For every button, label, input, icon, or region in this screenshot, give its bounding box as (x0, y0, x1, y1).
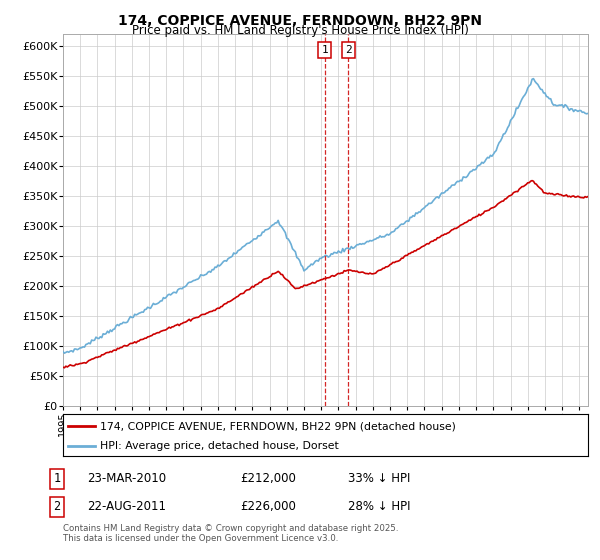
Text: 174, COPPICE AVENUE, FERNDOWN, BH22 9PN: 174, COPPICE AVENUE, FERNDOWN, BH22 9PN (118, 14, 482, 28)
Text: 23-MAR-2010: 23-MAR-2010 (87, 472, 166, 486)
Text: £226,000: £226,000 (240, 500, 296, 514)
Text: 1: 1 (322, 45, 328, 55)
Text: 2: 2 (345, 45, 352, 55)
Text: 22-AUG-2011: 22-AUG-2011 (87, 500, 166, 514)
Text: Contains HM Land Registry data © Crown copyright and database right 2025.: Contains HM Land Registry data © Crown c… (63, 524, 398, 533)
Text: This data is licensed under the Open Government Licence v3.0.: This data is licensed under the Open Gov… (63, 534, 338, 543)
Text: 2: 2 (53, 500, 61, 514)
Text: 174, COPPICE AVENUE, FERNDOWN, BH22 9PN (detached house): 174, COPPICE AVENUE, FERNDOWN, BH22 9PN … (100, 421, 455, 431)
Text: £212,000: £212,000 (240, 472, 296, 486)
Text: Price paid vs. HM Land Registry's House Price Index (HPI): Price paid vs. HM Land Registry's House … (131, 24, 469, 37)
Text: HPI: Average price, detached house, Dorset: HPI: Average price, detached house, Dors… (100, 441, 338, 451)
Text: 33% ↓ HPI: 33% ↓ HPI (348, 472, 410, 486)
Text: 1: 1 (53, 472, 61, 486)
Text: 28% ↓ HPI: 28% ↓ HPI (348, 500, 410, 514)
